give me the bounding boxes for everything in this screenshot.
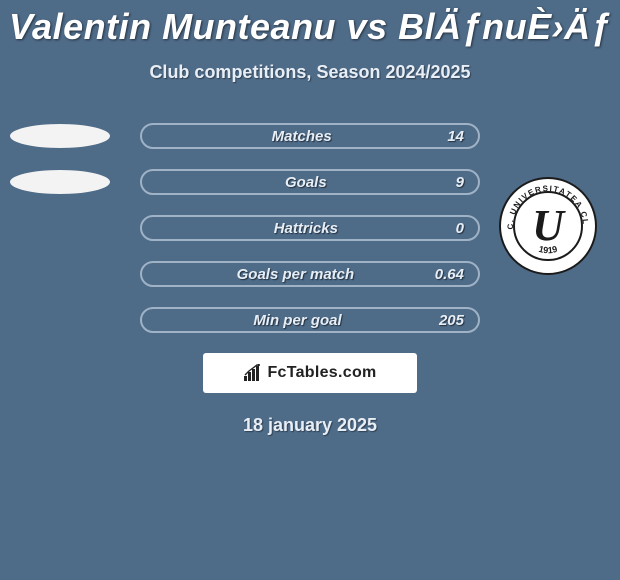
stat-value: 0 — [456, 220, 464, 237]
player-left-oval — [10, 124, 110, 148]
stat-bar-gpm: Goals per match 0.64 — [140, 261, 480, 287]
stat-value: 9 — [456, 174, 464, 191]
left-slot — [8, 170, 112, 194]
stat-value: 205 — [439, 312, 464, 329]
stat-row: Min per goal 205 — [0, 307, 620, 333]
branding-box: FcTables.com — [203, 353, 417, 393]
stat-label: Min per goal — [156, 312, 439, 329]
branding-text: FcTables.com — [267, 364, 376, 382]
date-text: 18 january 2025 — [0, 415, 620, 436]
stat-bar-goals: Goals 9 — [140, 169, 480, 195]
stat-row: Matches 14 — [0, 123, 620, 149]
page-title: Valentin Munteanu vs BlÄƒnuÈ›Äƒ — [0, 0, 620, 48]
stat-label: Matches — [156, 128, 447, 145]
stat-bar-hattricks: Hattricks 0 — [140, 215, 480, 241]
page-subtitle: Club competitions, Season 2024/2025 — [0, 62, 620, 83]
left-slot — [8, 124, 112, 148]
stat-label: Hattricks — [156, 220, 456, 237]
stat-label: Goals per match — [156, 266, 435, 283]
badge-letter: U — [532, 201, 566, 250]
right-slot — [508, 124, 612, 148]
stat-bar-matches: Matches 14 — [140, 123, 480, 149]
club-badge: F.C. UNIVERSITATEA CLUJ 1919 U — [496, 174, 600, 278]
bar-chart-icon — [243, 364, 263, 382]
stat-label: Goals — [156, 174, 456, 191]
club-badge-icon: F.C. UNIVERSITATEA CLUJ 1919 U — [498, 176, 598, 276]
left-slot — [8, 216, 112, 240]
left-slot — [8, 308, 112, 332]
stat-value: 14 — [447, 128, 464, 145]
player-left-oval — [10, 170, 110, 194]
stat-value: 0.64 — [435, 266, 464, 283]
stat-bar-mpg: Min per goal 205 — [140, 307, 480, 333]
left-slot — [8, 262, 112, 286]
right-slot — [508, 308, 612, 332]
